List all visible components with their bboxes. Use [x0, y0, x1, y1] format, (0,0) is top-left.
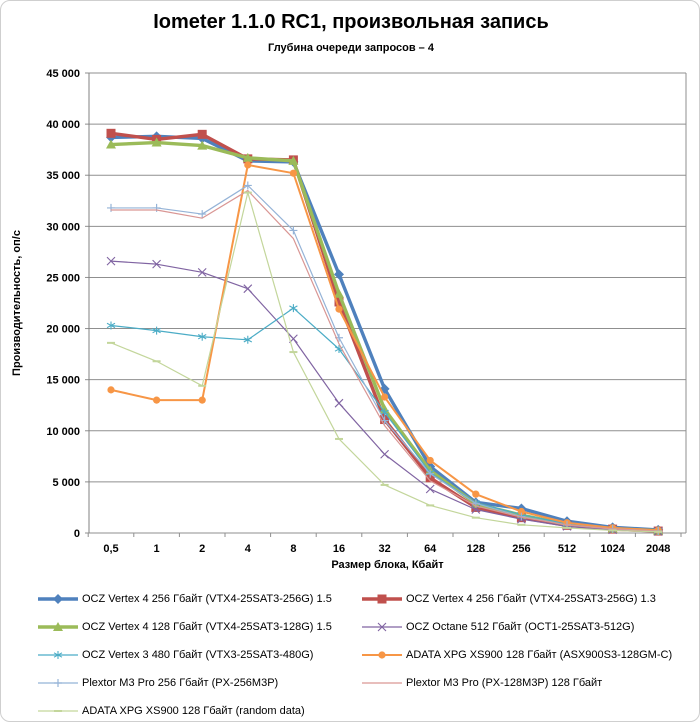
legend-label: ADATA XPG XS900 128 Гбайт (random data) [82, 704, 305, 717]
legend-label: OCZ Vertex 3 480 Гбайт (VTX3-25SAT3-480G… [82, 648, 314, 661]
y-axis-title: Производительность, оп/с [11, 230, 23, 376]
x-tick-label: 2 [199, 543, 205, 555]
y-tick-label: 40 000 [46, 119, 80, 131]
y-tick-label: 35 000 [46, 170, 80, 182]
legend-swatch-icon [38, 678, 78, 687]
series-line [109, 140, 660, 533]
legend-item: OCZ Vertex 4 128 Гбайт (VTX4-25SAT3-128G… [37, 619, 361, 634]
chart-title: Iometer 1.1.0 RC1, произвольная запись [153, 11, 549, 33]
legend-label: Plextor M3 Pro 256 Гбайт (PX-256M3P) [82, 676, 279, 689]
legend-item: Plextor M3 Pro (PX-128M3P) 128 Гбайт [361, 675, 692, 690]
legend-swatch-icon [362, 681, 402, 684]
x-tick-label: 256 [512, 543, 530, 555]
x-tick-label: 16 [333, 543, 345, 555]
x-tick-label: 1 [154, 543, 160, 555]
legend-swatch-icon [38, 593, 78, 604]
legend-swatch-icon [38, 650, 78, 659]
legend-label: OCZ Vertex 4 256 Гбайт (VTX4-25SAT3-256G… [82, 592, 332, 605]
legend-label: OCZ Octane 512 Гбайт (OCT1-25SAT3-512G) [406, 620, 635, 633]
series-line [109, 134, 660, 532]
x-axis-title: Размер блока, Кбайт [331, 559, 444, 571]
series-line [109, 131, 660, 533]
y-tick-label: 5 000 [52, 477, 80, 489]
legend-swatch-icon [38, 621, 78, 631]
legend-label: Plextor M3 Pro (PX-128M3P) 128 Гбайт [406, 676, 603, 689]
legend-item: ADATA XPG XS900 128 Гбайт (random data) [37, 703, 361, 718]
legend-item: OCZ Octane 512 Гбайт (OCT1-25SAT3-512G) [361, 619, 692, 634]
y-tick-label: 45 000 [46, 68, 80, 80]
legend-item: ADATA XPG XS900 128 Гбайт (ASX900S3-128G… [361, 647, 692, 662]
series-line [110, 164, 660, 532]
legend-swatch-icon [362, 594, 402, 603]
x-tick-label: 64 [424, 543, 437, 555]
x-tick-label: 4 [245, 543, 252, 555]
x-tick-label: 128 [467, 543, 485, 555]
legend: OCZ Vertex 4 256 Гбайт (VTX4-25SAT3-256G… [37, 591, 692, 718]
y-tick-label: 30 000 [46, 221, 80, 233]
x-tick-label: 1024 [600, 543, 625, 555]
x-tick-label: 512 [558, 543, 576, 555]
legend-item: Plextor M3 Pro 256 Гбайт (PX-256M3P) [37, 675, 361, 690]
chart-subtitle: Глубина очереди запросов – 4 [268, 42, 434, 54]
legend-label: OCZ Vertex 4 256 Гбайт (VTX4-25SAT3-256G… [406, 592, 656, 605]
series-line [110, 192, 659, 533]
legend-item: OCZ Vertex 4 256 Гбайт (VTX4-25SAT3-256G… [37, 591, 361, 606]
x-tick-label: 32 [378, 543, 390, 555]
legend-label: ADATA XPG XS900 128 Гбайт (ASX900S3-128G… [406, 648, 673, 661]
y-tick-label: 15 000 [46, 375, 80, 387]
legend-swatch-icon [362, 622, 402, 631]
legend-swatch-icon [362, 650, 402, 659]
y-tick-label: 20 000 [46, 324, 80, 336]
legend-item: OCZ Vertex 3 480 Гбайт (VTX3-25SAT3-480G… [37, 647, 361, 662]
series-line [110, 189, 659, 532]
legend-item: OCZ Vertex 4 256 Гбайт (VTX4-25SAT3-256G… [361, 591, 692, 606]
y-tick-label: 0 [74, 528, 80, 540]
legend-swatch-icon [38, 709, 78, 712]
x-tick-label: 2048 [646, 543, 670, 555]
series-line [110, 184, 659, 532]
legend-label: OCZ Vertex 4 128 Гбайт (VTX4-25SAT3-128G… [82, 620, 332, 633]
x-tick-label: 0,5 [103, 543, 118, 555]
y-tick-label: 10 000 [46, 426, 80, 438]
y-tick-label: 25 000 [46, 272, 80, 284]
x-tick-label: 8 [290, 543, 296, 555]
